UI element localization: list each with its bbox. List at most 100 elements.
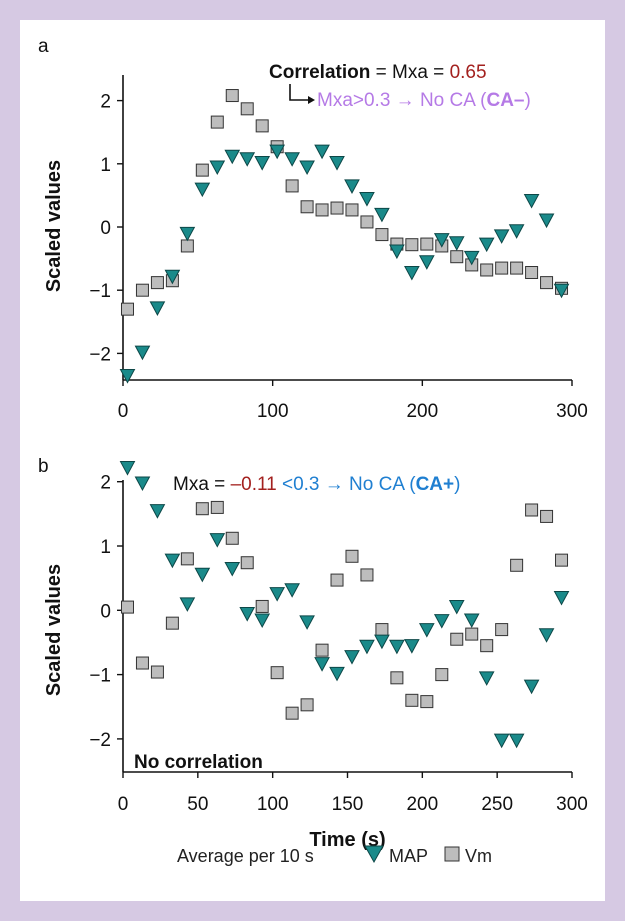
map-point: [164, 269, 181, 285]
x-tick-label: 300: [556, 794, 588, 815]
vm-point: [315, 643, 329, 657]
y-tick-label: 0: [100, 601, 111, 622]
vm-point: [540, 276, 554, 290]
vm-point: [525, 266, 539, 280]
map-point: [493, 733, 510, 749]
map-point: [329, 156, 345, 171]
vm-point: [120, 600, 134, 614]
map-point: [344, 650, 360, 665]
vm-point: [135, 283, 149, 297]
map-point: [119, 369, 136, 384]
map-point: [314, 657, 330, 672]
map-point: [478, 671, 495, 686]
legend-vm-label: Vm: [465, 846, 492, 866]
map-point: [179, 597, 196, 612]
panel-a-threshold-annotation: Mxa>0.3 → No CA (CA–): [317, 90, 531, 111]
vm-point: [465, 627, 479, 641]
vm-point: [255, 119, 269, 133]
vm-point: [135, 656, 149, 670]
map-point: [553, 283, 570, 299]
map-point: [299, 160, 315, 176]
map-point: [448, 236, 465, 251]
map-point: [299, 615, 315, 630]
vm-point: [390, 671, 404, 685]
y-tick-label: 0: [100, 218, 111, 239]
x-tick-label: 100: [257, 401, 289, 422]
x-tick-label: 200: [406, 794, 438, 815]
map-point: [523, 679, 540, 695]
map-point: [284, 583, 300, 598]
map-point: [209, 160, 226, 176]
vm-point: [255, 599, 269, 613]
legend-map-label: MAP: [389, 846, 428, 866]
vm-point: [195, 163, 209, 177]
y-tick-label: −2: [89, 730, 111, 751]
vm-point: [480, 263, 494, 277]
map-point: [374, 207, 390, 223]
map-point: [149, 504, 166, 519]
vm-point: [435, 668, 449, 682]
panel-a-correlation-annotation: Correlation = Mxa = 0.65: [269, 62, 487, 83]
vm-point: [165, 616, 179, 630]
map-point: [418, 255, 435, 270]
y-tick-label: −1: [89, 666, 111, 687]
vm-point: [480, 639, 494, 653]
map-point: [433, 233, 450, 248]
vm-point: [330, 201, 344, 215]
y-tick-label: 1: [100, 155, 111, 176]
vm-point: [555, 553, 569, 567]
panel-a-letter: a: [38, 36, 49, 57]
map-point: [404, 639, 420, 654]
vm-point: [510, 261, 524, 275]
map-point: [508, 224, 525, 239]
map-point: [433, 614, 450, 629]
map-point: [448, 599, 465, 615]
vm-point: [360, 568, 374, 582]
map-point: [314, 144, 330, 160]
vm-point: [375, 623, 389, 637]
vm-point: [450, 250, 464, 264]
vm-point: [405, 693, 419, 707]
x-tick-label: 100: [257, 794, 289, 815]
vm-point: [180, 239, 194, 253]
vm-point: [330, 573, 344, 587]
x-tick-label: 0: [118, 401, 129, 422]
map-point: [269, 144, 285, 160]
vm-point: [150, 665, 164, 679]
map-point: [179, 226, 196, 242]
vm-point: [285, 706, 299, 720]
map-point: [553, 590, 570, 606]
vm-point: [345, 549, 359, 563]
map-point: [359, 192, 375, 207]
vm-point: [240, 556, 254, 570]
map-point: [119, 461, 136, 476]
vm-point: [120, 302, 134, 316]
figure-panel: a b Correlation = Mxa = 0.65 Mxa>0.3 → N…: [20, 20, 605, 901]
vm-point: [225, 531, 239, 545]
map-point: [374, 634, 390, 650]
panel-b-no-correlation-label: No correlation: [134, 752, 263, 773]
panel-b-threshold-annotation: Mxa = –0.11 <0.3 → No CA (CA+): [173, 474, 460, 495]
vm-point: [540, 509, 554, 523]
map-point: [493, 229, 510, 244]
map-point: [239, 152, 256, 167]
y-tick-label: 2: [100, 92, 111, 113]
vm-point: [285, 179, 299, 193]
map-point: [254, 613, 271, 628]
y-tick-label: −2: [89, 344, 111, 365]
vm-point: [270, 666, 284, 680]
map-point: [538, 628, 555, 643]
map-point: [209, 533, 226, 548]
map-point: [463, 250, 480, 266]
map-point: [538, 213, 555, 229]
vm-point: [375, 228, 389, 242]
vm-point: [420, 695, 434, 709]
plot-panel-a: 2 1 0 −1 −2 0 100 200 300 Scaled values: [43, 75, 588, 422]
map-point: [239, 607, 256, 622]
map-point: [418, 623, 435, 638]
map-point: [523, 193, 540, 209]
x-tick-label: 200: [406, 401, 438, 422]
vm-point: [345, 203, 359, 217]
vm-point: [360, 215, 374, 229]
